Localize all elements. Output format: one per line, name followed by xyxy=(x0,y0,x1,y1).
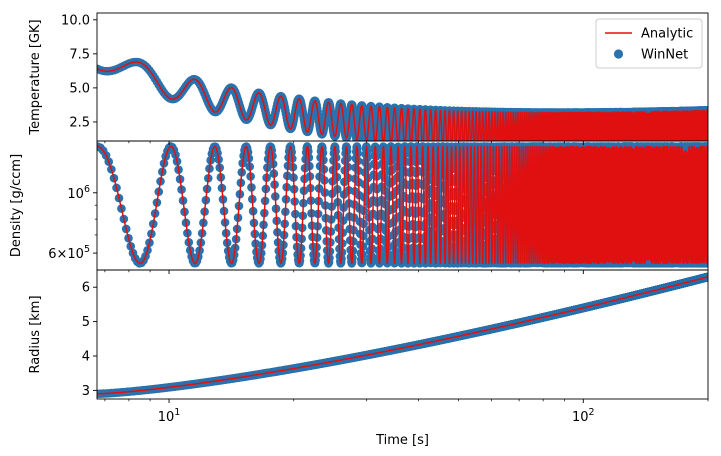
figure: 2.55.07.510.0Temperature [GK]6×105106Den… xyxy=(0,0,721,456)
